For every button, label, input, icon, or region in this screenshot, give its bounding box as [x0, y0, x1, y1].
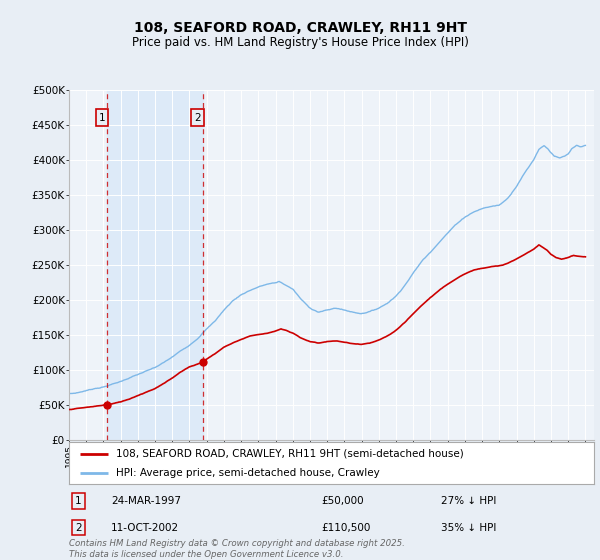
Text: 2: 2 — [194, 113, 201, 123]
Text: 1: 1 — [75, 496, 82, 506]
Text: 108, SEAFORD ROAD, CRAWLEY, RH11 9HT: 108, SEAFORD ROAD, CRAWLEY, RH11 9HT — [133, 21, 467, 35]
Text: 11-OCT-2002: 11-OCT-2002 — [111, 522, 179, 533]
Text: HPI: Average price, semi-detached house, Crawley: HPI: Average price, semi-detached house,… — [116, 468, 380, 478]
Text: 1: 1 — [99, 113, 106, 123]
Text: 24-MAR-1997: 24-MAR-1997 — [111, 496, 181, 506]
Text: £50,000: £50,000 — [321, 496, 364, 506]
Text: Price paid vs. HM Land Registry's House Price Index (HPI): Price paid vs. HM Land Registry's House … — [131, 36, 469, 49]
Text: 2: 2 — [75, 522, 82, 533]
Text: Contains HM Land Registry data © Crown copyright and database right 2025.
This d: Contains HM Land Registry data © Crown c… — [69, 539, 405, 559]
Bar — [107, 90, 203, 440]
Text: 27% ↓ HPI: 27% ↓ HPI — [441, 496, 496, 506]
Text: 35% ↓ HPI: 35% ↓ HPI — [441, 522, 496, 533]
Text: £110,500: £110,500 — [321, 522, 370, 533]
Text: 108, SEAFORD ROAD, CRAWLEY, RH11 9HT (semi-detached house): 108, SEAFORD ROAD, CRAWLEY, RH11 9HT (se… — [116, 449, 464, 459]
